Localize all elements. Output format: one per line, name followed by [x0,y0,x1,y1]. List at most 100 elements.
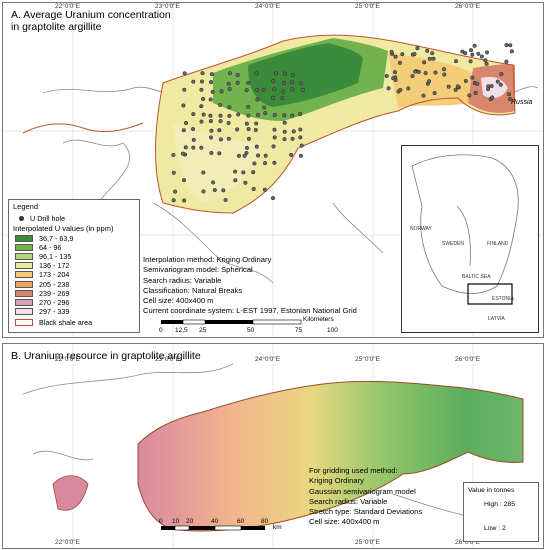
drill-hole-marker [476,51,481,56]
drill-hole-icon [19,216,24,221]
drill-hole-marker [393,77,398,83]
scale-b-5: 80 [261,518,269,525]
b-bottom-tick-22: 22°0'0"E [55,539,80,546]
legend-swatch [15,298,33,306]
drill-hole-marker [244,88,249,93]
info-b-0: For gridding used method: [309,466,398,475]
drill-hole-marker [272,87,277,92]
drill-hole-marker [191,79,196,84]
drill-hole-marker [217,151,222,156]
top-tick-22: 22°0'0"E [55,3,80,10]
scale-a-4: 75 [295,327,303,334]
drill-hole-marker [244,145,250,150]
drill-hole-marker [392,70,398,75]
drill-hole-marker [298,153,303,158]
drill-hole-marker [299,143,304,148]
drill-hole-marker [227,113,232,118]
drill-hole-marker [255,153,261,158]
scale-b-4: 60 [237,518,245,525]
legend-swatch [15,234,33,242]
drill-hole-marker [413,69,418,74]
drill-hole-marker [219,89,224,94]
drill-hole-marker [191,145,196,150]
scale-b-unit: km [273,524,282,531]
drill-hole-marker [182,71,187,76]
info-a-0: Interpolation method: Kriging Ordinary [143,255,272,264]
legend-class-label: 36,7 - 63,9 [39,233,74,243]
drill-hole-marker [271,144,276,149]
drill-hole-marker [171,152,176,158]
drill-hole-marker [484,50,490,55]
b-top-tick-22: 22°0'0"E [55,356,80,363]
drill-hole-marker [468,59,473,64]
drill-hole-marker [504,59,509,64]
scale-a-3: 50 [247,327,255,334]
inset-label-sweden: SWEDEN [442,241,464,247]
drill-hole-marker [281,80,287,85]
drill-hole-marker [208,113,213,118]
scale-a-2: 25 [199,327,207,334]
drill-hole-marker [431,56,436,61]
legend-class-label: 205 - 238 [39,279,70,289]
inset-label-latvia: LATVIA [488,316,505,322]
legend-b-low: Low : 2 [484,525,506,532]
drill-hole-marker [244,121,249,126]
info-a-4: Cell size: 400x400 m [143,296,214,306]
drill-hole-marker [246,113,251,118]
drill-hole-marker [209,128,214,133]
drill-hole-marker [299,81,304,86]
drill-hole-marker [209,150,214,156]
drill-hole-marker [453,87,458,92]
drill-hole-marker [289,80,295,85]
drill-hole-marker [211,180,216,185]
drill-hole-marker [467,93,472,98]
drill-hole-marker [217,128,222,133]
drill-hole-marker [498,82,503,87]
inset-label-estonia: ESTONIA [492,296,514,302]
drill-hole-marker [416,69,421,74]
drill-hole-marker [282,137,287,142]
drill-hole-marker [246,80,251,86]
drill-hole-marker [486,87,491,92]
legend-swatch [15,252,33,260]
drill-hole-marker [298,135,303,140]
drill-hole-marker [273,71,278,76]
info-b-1: Kriging Ordinary [309,476,364,486]
shale-outline-east [155,34,516,214]
drill-hole-marker [421,93,426,98]
b-top-tick-26: 26°0'0"E [455,356,480,363]
drill-hole-marker [427,79,432,84]
drill-hole-marker [235,127,240,132]
drill-hole-marker [236,153,242,158]
drill-hole-marker [470,75,475,80]
drill-hole-marker [191,112,196,117]
drill-hole-marker [430,51,435,56]
drill-hole-marker [254,121,259,126]
info-a-1: Semivariogram model: Spherical [143,265,253,275]
inset-map: NORWAY SWEDEN FINLAND BALTIC SEA ESTONIA… [401,145,539,333]
top-tick-23: 23°0'0"E [155,3,180,10]
drill-hole-marker [253,127,258,133]
drill-hole-marker [384,73,389,79]
drill-hole-marker [218,113,223,118]
drill-hole-marker [282,120,287,125]
drill-hole-marker [463,78,468,84]
drill-hole-marker [389,49,394,54]
drill-hole-marker [495,79,500,84]
panel-b-map-svg [22,344,524,548]
panel-a-title-line2: in graptolite argillite [11,21,102,33]
drill-hole-marker [208,119,213,124]
drill-hole-marker [182,198,187,203]
info-b-3: Search radius: Variable [309,496,388,506]
scale-b-1: 10 [172,518,180,525]
legend-class-row: 205 - 238 [15,279,70,289]
drill-hole-marker [233,169,238,174]
drill-hole-marker [475,81,480,86]
drill-hole-marker [415,46,420,51]
drill-hole-marker [227,105,232,110]
drill-hole-marker [427,56,432,61]
legend-class-row: 136 - 172 [15,261,69,270]
drill-hole-marker [290,87,295,92]
drill-hole-marker [484,61,489,66]
drill-hole-marker [235,72,240,78]
